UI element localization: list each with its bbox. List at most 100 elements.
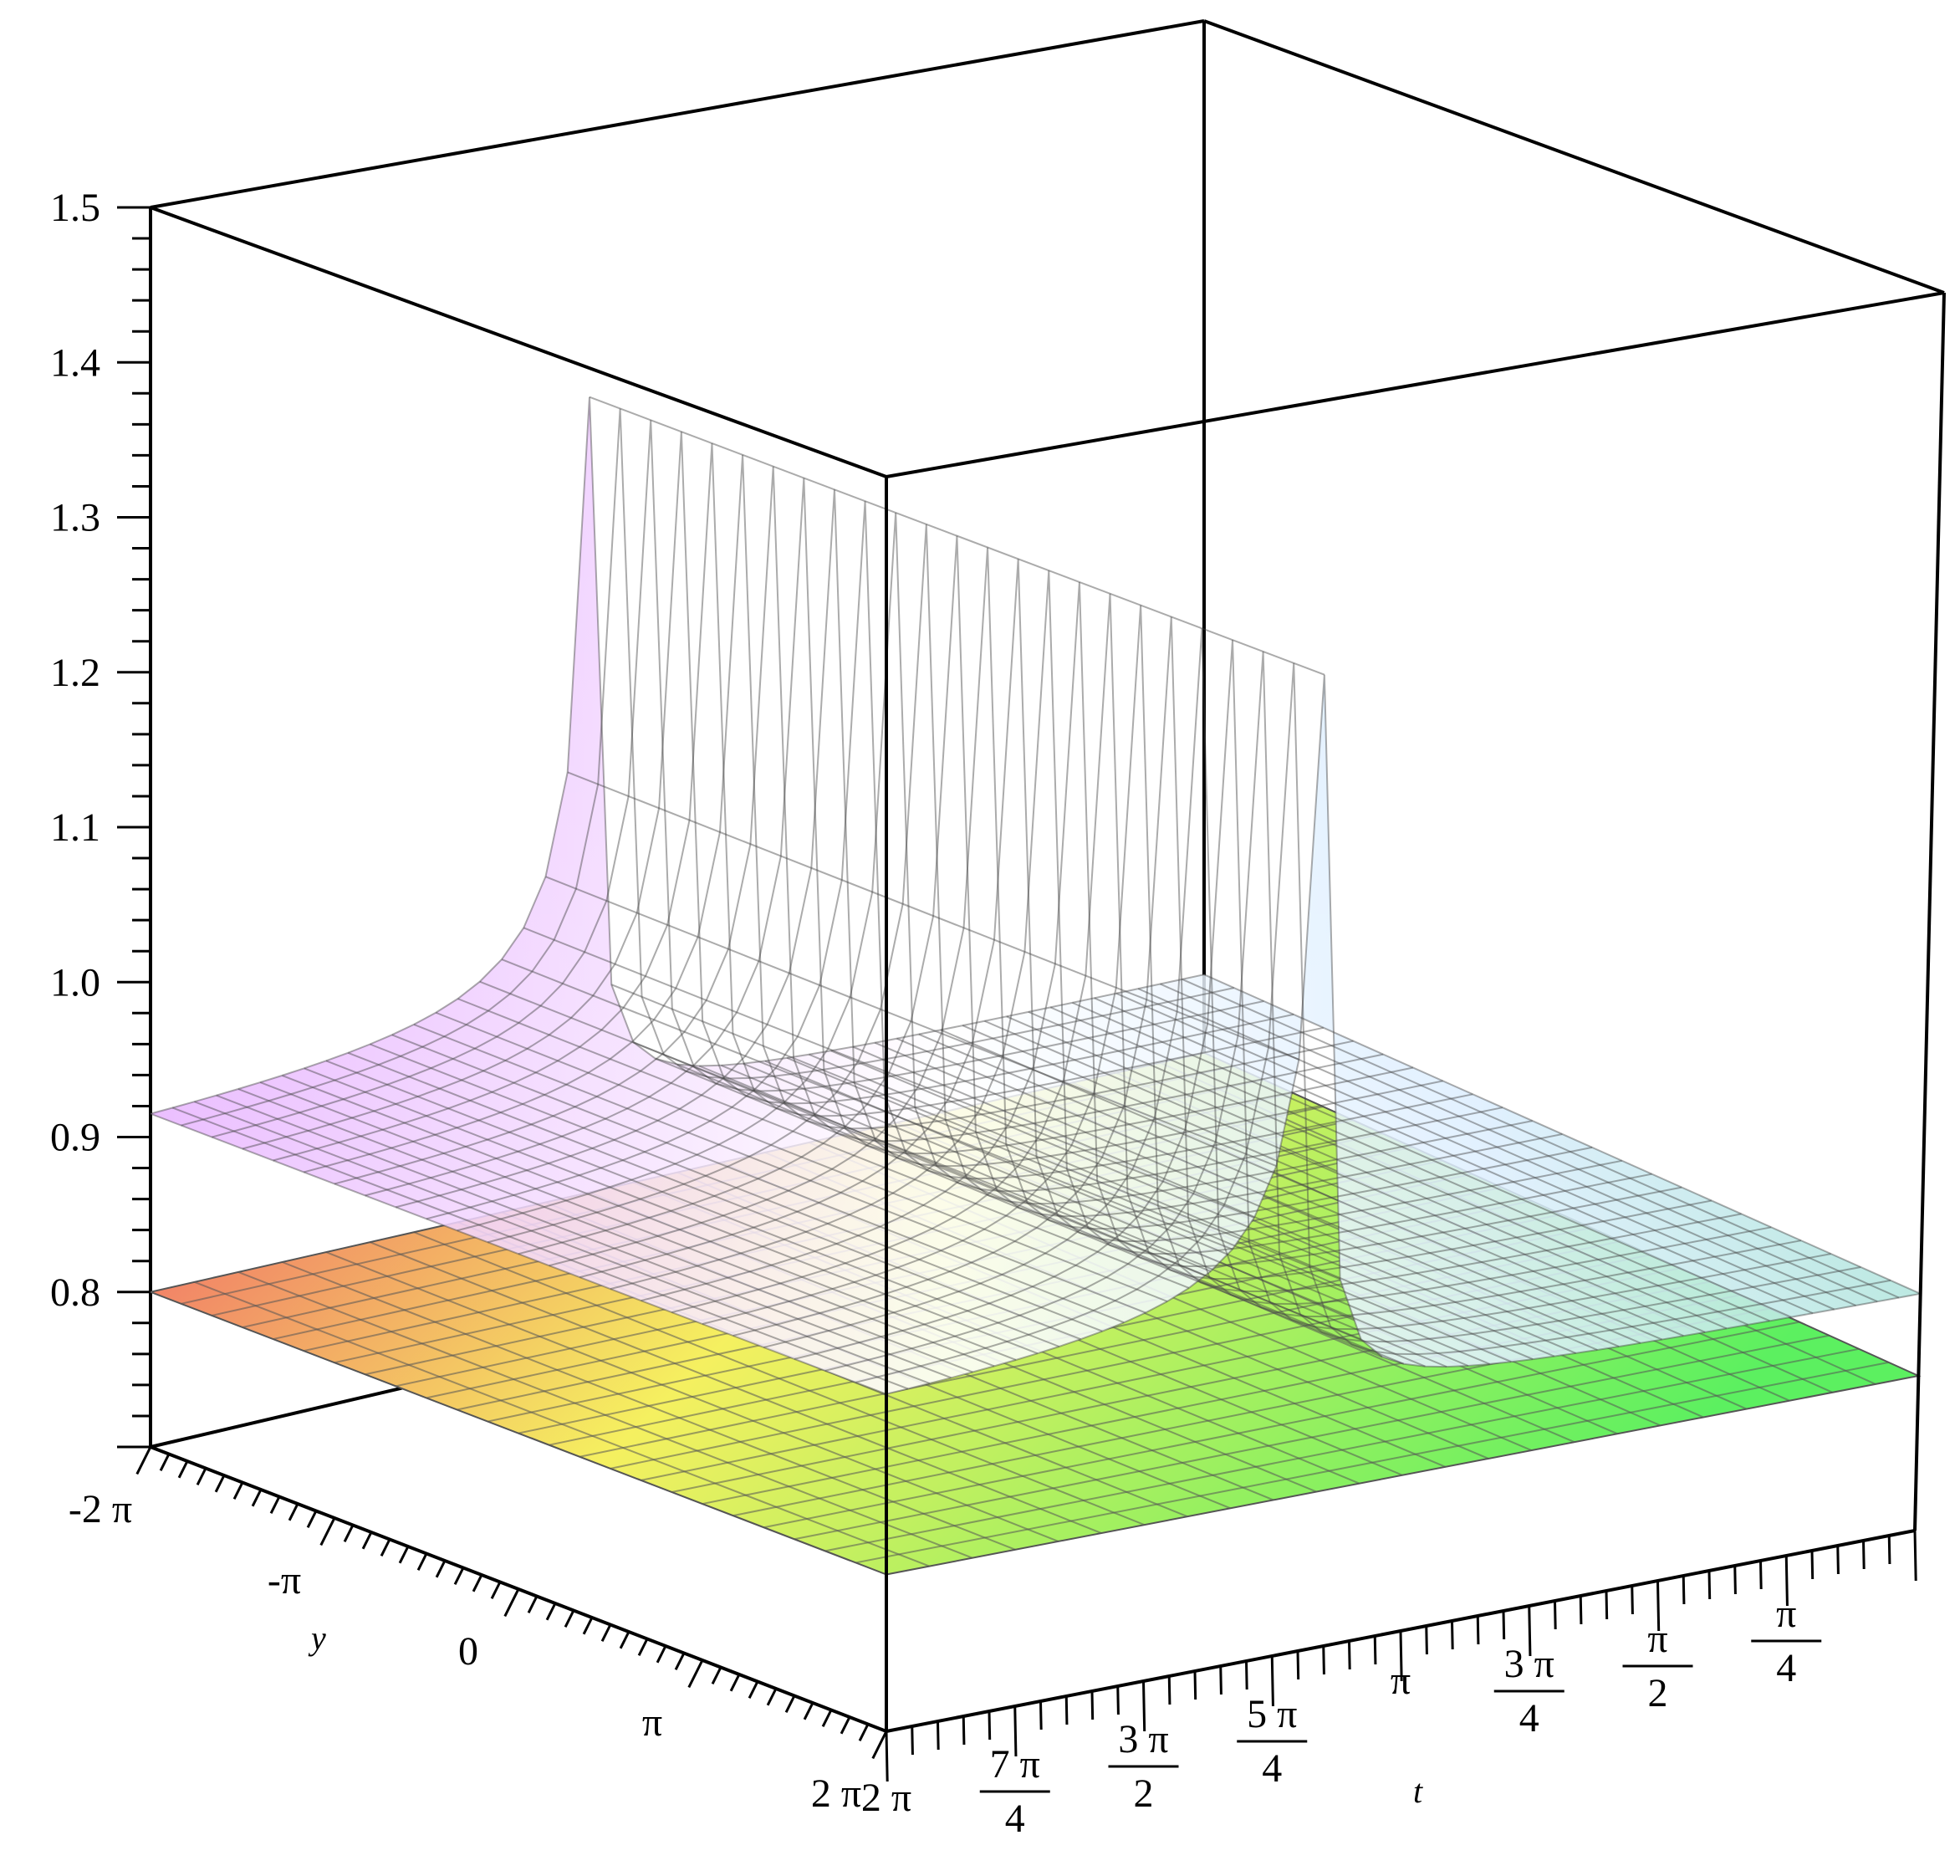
t-major-tick: [1913, 1530, 1917, 1582]
y-minor-tick: [840, 1716, 851, 1735]
t-minor-tick: [937, 1720, 940, 1751]
t-minor-tick: [911, 1725, 914, 1756]
surface-profile: [886, 674, 1921, 1395]
t-major-tick: [1013, 1705, 1018, 1757]
surface-gridline: [479, 980, 1212, 1272]
surface-gridline: [567, 771, 1299, 1061]
surface-gridline: [370, 1043, 1103, 1332]
t-minor-tick: [1810, 1550, 1815, 1580]
y-minor-tick: [453, 1567, 465, 1585]
t-minor-tick: [1193, 1670, 1197, 1700]
surface-profile: [579, 559, 1622, 1279]
surface-gridline: [237, 1088, 973, 1373]
surface-gridline: [676, 1063, 1405, 1365]
y-major-tick: [503, 1588, 520, 1618]
surface-gridline: [1094, 997, 1814, 1315]
t-major-tick: [1142, 1680, 1146, 1732]
surface-gridline: [194, 1101, 931, 1384]
surface-gridline: [391, 1034, 1125, 1324]
z-tick-label: 0.8: [50, 1270, 100, 1315]
surface-profile: [671, 593, 1712, 1314]
surface-profile: [824, 651, 1861, 1372]
z-tick-label: 1.4: [50, 340, 100, 385]
y-minor-tick: [748, 1680, 759, 1699]
y-minor-tick: [766, 1688, 778, 1706]
y-major-tick: [687, 1659, 704, 1689]
y-minor-tick: [380, 1538, 391, 1557]
surface-profile: [457, 512, 1503, 1232]
surface-gridline: [962, 1025, 1684, 1337]
surface-gridline: [216, 1094, 952, 1379]
t-tick-numerator: 7 π: [990, 1742, 1040, 1787]
surface-gridline: [1160, 983, 1878, 1303]
y-minor-tick: [711, 1666, 722, 1684]
t-major-tick: [1656, 1580, 1661, 1632]
t-minor-tick: [1631, 1585, 1634, 1615]
y-minor-tick: [251, 1489, 263, 1507]
surface-gridline: [545, 876, 1277, 1168]
t-minor-tick: [1502, 1610, 1506, 1640]
surface-profile: [334, 466, 1384, 1185]
surface-gridline: [830, 1050, 1555, 1357]
y-minor-tick: [656, 1645, 667, 1664]
t-minor-tick: [1682, 1575, 1686, 1605]
surface-gridline: [1203, 974, 1922, 1295]
surface-gridline: [501, 958, 1233, 1250]
surface-gridline: [698, 1065, 1426, 1367]
surface-gridline: [282, 1074, 1017, 1361]
t-tick-denominator: 4: [1519, 1696, 1539, 1741]
surface-gridline: [655, 1057, 1383, 1358]
surface-gridline: [589, 396, 1325, 676]
z-tick-label: 1.1: [50, 805, 100, 850]
t-minor-tick: [1605, 1590, 1609, 1620]
surface-gridline: [721, 1064, 1447, 1368]
surface-gridline: [786, 1056, 1512, 1363]
box-back-edge: [150, 206, 887, 478]
box-back-edge: [150, 19, 1205, 209]
t-major-tick: [1528, 1605, 1532, 1657]
t-minor-tick: [962, 1715, 966, 1746]
t-minor-tick: [1759, 1560, 1763, 1590]
t-tick-denominator: 2: [1648, 1671, 1668, 1715]
y-minor-tick: [858, 1723, 870, 1741]
surface-profile: [426, 501, 1473, 1220]
y-minor-tick: [821, 1709, 833, 1727]
surface-gridline: [896, 1037, 1620, 1347]
y-axis: -2 π -π 0 π 2 π: [69, 1446, 888, 1816]
surface-gridline: [633, 1041, 1361, 1341]
t-minor-tick: [1887, 1535, 1891, 1565]
surface-profile: [732, 616, 1772, 1337]
t-minor-tick: [1554, 1600, 1557, 1630]
surface-gridline: [457, 998, 1190, 1289]
t-tick-numerator: 3 π: [1504, 1642, 1554, 1686]
t-minor-tick: [1116, 1685, 1120, 1715]
y-minor-tick: [784, 1695, 796, 1713]
surface-profile: [242, 432, 1294, 1150]
surface-profile: [304, 454, 1354, 1173]
t-major-tick: [885, 1730, 889, 1782]
y-major-tick: [871, 1730, 888, 1760]
y-minor-tick: [361, 1531, 373, 1550]
surface-gridline: [1006, 1015, 1728, 1330]
surface-profile: [273, 442, 1324, 1162]
y-minor-tick: [564, 1609, 575, 1628]
t-minor-tick: [1733, 1565, 1737, 1595]
y-tick-label: -2 π: [69, 1487, 132, 1531]
t-tick-label: 2 π: [861, 1776, 911, 1820]
surface-gridline: [435, 1011, 1168, 1302]
box-back-edge: [1203, 19, 1945, 294]
t-minor-tick: [1245, 1660, 1248, 1690]
t-tick-numerator: π: [1647, 1617, 1667, 1661]
y-minor-tick: [472, 1574, 483, 1592]
t-tick-label: π: [1391, 1659, 1411, 1703]
t-minor-tick: [1579, 1595, 1583, 1625]
t-tick-denominator: 2: [1134, 1771, 1154, 1816]
t-minor-tick: [1219, 1665, 1222, 1695]
surface-profile: [212, 420, 1264, 1138]
y-tick-label: -π: [268, 1558, 301, 1603]
surface-profile: [549, 547, 1593, 1267]
y-minor-tick: [288, 1503, 299, 1521]
surface-gridline: [150, 1112, 887, 1395]
y-minor-tick: [619, 1631, 630, 1649]
